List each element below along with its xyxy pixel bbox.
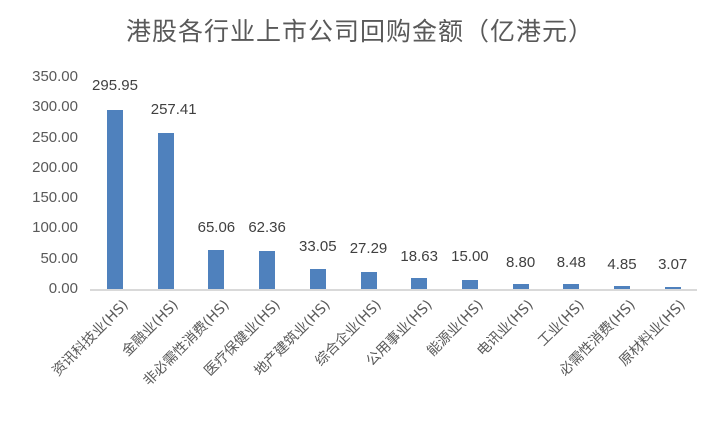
- y-tick-label: 300.00: [32, 98, 78, 116]
- data-label: 3.07: [658, 256, 688, 273]
- y-tick-label: 50.00: [40, 249, 78, 267]
- data-label: 8.48: [556, 254, 586, 271]
- data-label: 15.00: [451, 248, 489, 265]
- y-tick-label: 250.00: [32, 128, 78, 146]
- bar[interactable]: [664, 287, 681, 289]
- bar[interactable]: [512, 283, 529, 289]
- bar[interactable]: [107, 109, 123, 289]
- bar[interactable]: [208, 249, 225, 289]
- data-label: 18.63: [400, 248, 438, 265]
- data-label: 257.41: [150, 101, 197, 118]
- bar[interactable]: [461, 279, 478, 289]
- x-tick-label: 资讯科技业(HS): [49, 297, 132, 380]
- bar[interactable]: [259, 251, 276, 289]
- y-tick-label: 0.00: [48, 280, 78, 297]
- bar[interactable]: [411, 277, 428, 289]
- data-label: 65.06: [197, 219, 236, 236]
- bar[interactable]: [309, 268, 326, 289]
- y-tick-label: 150.00: [32, 189, 78, 207]
- bar[interactable]: [563, 283, 580, 289]
- data-label: 8.80: [505, 254, 536, 271]
- chart-title: 港股各行业上市公司回购金额（亿港元）: [125, 17, 594, 46]
- data-label: 62.36: [248, 219, 286, 236]
- y-tick-label: 200.00: [32, 158, 78, 176]
- bar[interactable]: [157, 133, 174, 289]
- data-label: 27.29: [349, 240, 388, 257]
- data-label: 4.85: [607, 256, 637, 273]
- data-label: 33.05: [299, 238, 337, 255]
- bar[interactable]: [614, 286, 630, 289]
- bar[interactable]: [360, 272, 377, 289]
- y-tick-label: 100.00: [32, 219, 78, 237]
- data-label: 295.95: [92, 77, 138, 94]
- y-tick-label: 350.00: [32, 68, 78, 85]
- x-axis-line: [90, 289, 697, 291]
